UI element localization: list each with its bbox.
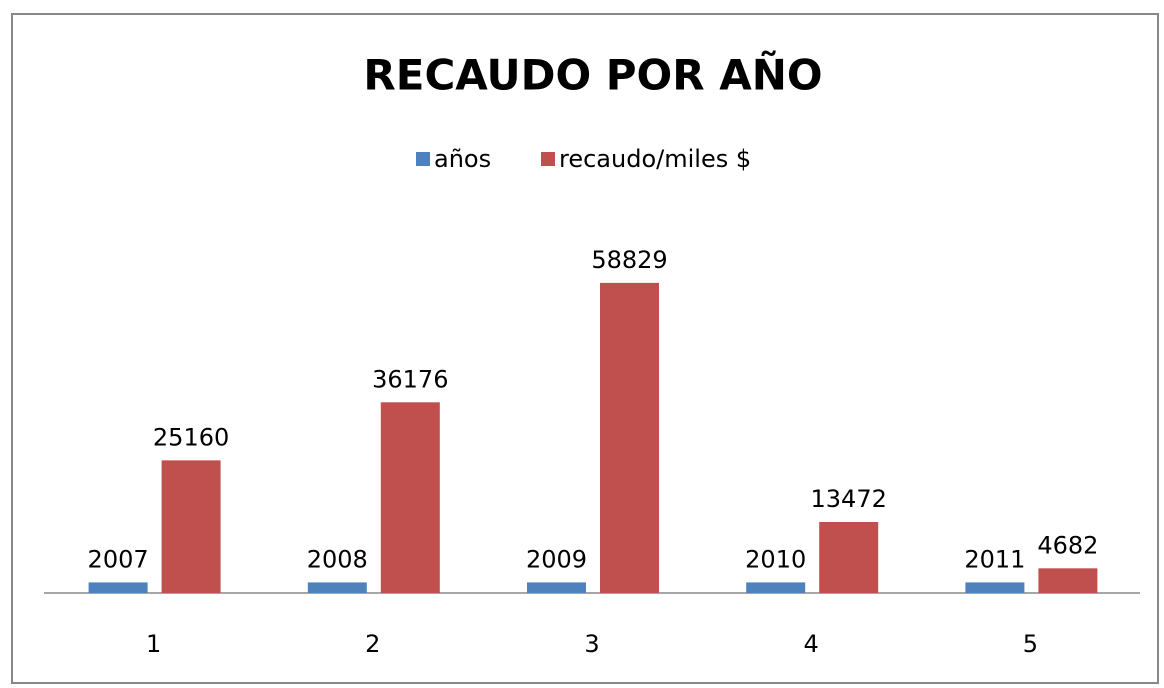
bar bbox=[600, 282, 659, 593]
data-label: 58829 bbox=[591, 246, 667, 274]
bar bbox=[819, 521, 879, 593]
data-label: 36176 bbox=[372, 365, 448, 393]
data-label: 2010 bbox=[745, 545, 806, 573]
data-label: 25160 bbox=[153, 423, 229, 451]
bar bbox=[746, 582, 806, 593]
legend-label: recaudo/miles $ bbox=[559, 145, 751, 173]
data-label: 2011 bbox=[964, 545, 1025, 573]
x-tick-label: 5 bbox=[1023, 630, 1038, 658]
x-tick-label: 4 bbox=[804, 630, 819, 658]
bar bbox=[380, 402, 440, 593]
data-label: 2008 bbox=[307, 545, 368, 573]
data-label: 13472 bbox=[811, 485, 887, 513]
legend-label: años bbox=[434, 145, 491, 173]
data-label: 2007 bbox=[88, 545, 149, 573]
chart-title: RECAUDO POR AÑO bbox=[363, 50, 822, 100]
data-label: 4682 bbox=[1037, 531, 1098, 559]
data-label: 2009 bbox=[526, 545, 587, 573]
bar bbox=[88, 582, 148, 593]
bar bbox=[965, 582, 1025, 593]
x-tick-label: 1 bbox=[146, 630, 161, 658]
bar bbox=[1038, 568, 1098, 593]
legend-swatch bbox=[541, 152, 555, 166]
bar bbox=[161, 460, 221, 593]
bar bbox=[527, 582, 586, 593]
bar bbox=[307, 582, 367, 593]
x-tick-label: 3 bbox=[584, 630, 599, 658]
legend-swatch bbox=[416, 152, 430, 166]
x-tick-label: 2 bbox=[365, 630, 380, 658]
